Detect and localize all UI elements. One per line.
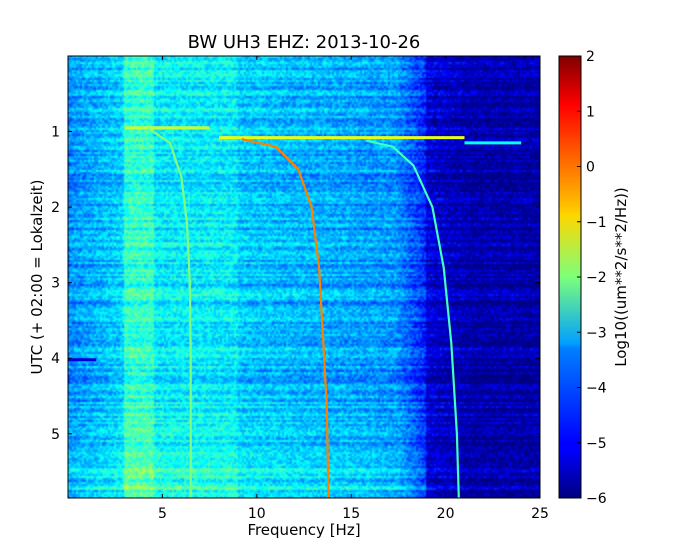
spectrogram-heatmap (68, 56, 540, 498)
y-tick-label: 5 (51, 427, 60, 443)
colorbar-tick-label: −5 (586, 436, 607, 452)
spectrogram-overlay (68, 126, 522, 498)
colorbar-tick-label: 0 (586, 160, 595, 176)
colorbar-label: Log10((um**2/s**2/Hz)) (612, 187, 630, 367)
frequency-trace (241, 138, 330, 498)
colorbar-tick-label: 2 (586, 49, 595, 65)
x-tick-label: 5 (158, 506, 167, 522)
x-tick-label: 10 (248, 506, 266, 522)
y-axis-ticks: 1 2 3 4 5 (51, 125, 540, 443)
frequency-trace (366, 139, 460, 498)
colorbar-tick-label: −2 (586, 270, 607, 286)
colorbar-tick-label: −6 (586, 491, 607, 507)
colorbar-tick-label: −3 (586, 325, 607, 341)
colorbar-tick-label: −1 (586, 215, 607, 231)
x-tick-label: 15 (342, 506, 360, 522)
y-tick-label: 4 (51, 351, 60, 367)
plot-frame (67, 55, 541, 499)
x-axis-ticks: 5 10 15 20 25 (158, 56, 549, 522)
y-tick-label: 3 (51, 276, 60, 292)
frequency-trace (146, 126, 192, 498)
y-tick-label: 1 (51, 125, 60, 141)
x-tick-label: 25 (531, 506, 549, 522)
x-tick-label: 20 (437, 506, 455, 522)
y-axis-label: UTC (+ 02:00 = Lokalzeit) (28, 179, 46, 374)
colorbar-tick-label: −4 (586, 381, 607, 397)
x-axis-label: Frequency [Hz] (247, 521, 360, 539)
y-tick-label: 2 (51, 200, 60, 216)
colorbar-tick-label: 1 (586, 104, 595, 120)
colorbar-ticks: 2 1 0 −1 −2 −3 −4 −5 −6 (577, 49, 607, 507)
chart-title: BW UH3 EHZ: 2013-10-26 (188, 32, 421, 53)
